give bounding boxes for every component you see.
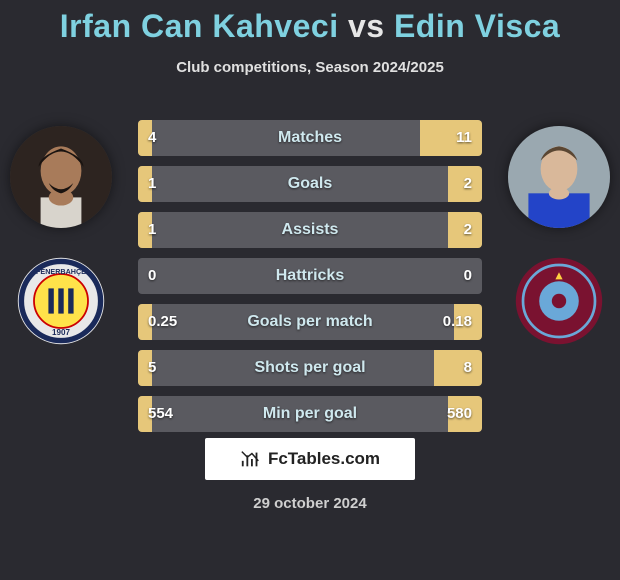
- stat-label: Min per goal: [138, 396, 482, 432]
- stat-row: 0.250.18Goals per match: [138, 304, 482, 340]
- player2-portrait: [508, 126, 610, 228]
- stat-row: 411Matches: [138, 120, 482, 156]
- stat-label: Assists: [138, 212, 482, 248]
- stat-row: 58Shots per goal: [138, 350, 482, 386]
- season-subtitle: Club competitions, Season 2024/2025: [0, 59, 620, 76]
- snapshot-date: 29 october 2024: [0, 495, 620, 512]
- player2-name: Edin Visca: [394, 8, 560, 44]
- player2-club-crest: [514, 256, 604, 346]
- source-logo-text: FcTables.com: [268, 449, 380, 469]
- stat-row: 00Hattricks: [138, 258, 482, 294]
- stat-label: Goals per match: [138, 304, 482, 340]
- svg-text:1907: 1907: [52, 328, 70, 337]
- stat-label: Shots per goal: [138, 350, 482, 386]
- player1-club-crest: FENERBAHÇE 1907: [16, 256, 106, 346]
- stat-row: 554580Min per goal: [138, 396, 482, 432]
- source-logo: FcTables.com: [205, 438, 415, 480]
- stat-label: Goals: [138, 166, 482, 202]
- player1-portrait: [10, 126, 112, 228]
- player1-name: Irfan Can Kahveci: [60, 8, 339, 44]
- svg-text:FENERBAHÇE: FENERBAHÇE: [36, 267, 86, 276]
- stats-table: 411Matches 12Goals 12Assists 00Hattricks 0.2…: [138, 120, 482, 442]
- vs-separator: vs: [348, 8, 385, 44]
- stat-label: Matches: [138, 120, 482, 156]
- comparison-title: Irfan Can Kahveci vs Edin Visca: [0, 0, 620, 45]
- chart-icon: [240, 448, 262, 470]
- stat-row: 12Assists: [138, 212, 482, 248]
- stat-label: Hattricks: [138, 258, 482, 294]
- stat-row: 12Goals: [138, 166, 482, 202]
